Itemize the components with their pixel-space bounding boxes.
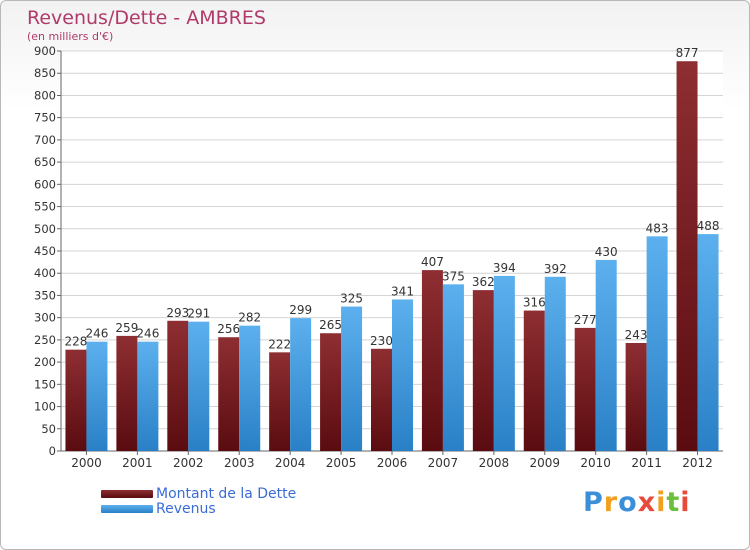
data-label-debt: 277 [574, 313, 597, 327]
legend-swatch-revenue [101, 505, 153, 513]
y-tick-label: 50 [41, 422, 56, 436]
x-tick-label: 2009 [529, 456, 560, 470]
chart-subtitle: (en milliers d'€) [27, 30, 114, 43]
x-tick-label: 2000 [71, 456, 102, 470]
x-tick-label: 2004 [275, 456, 306, 470]
data-label-revenue: 246 [136, 327, 159, 341]
bar-debt [523, 310, 545, 451]
bar-revenue [442, 284, 464, 451]
bar-debt [65, 349, 87, 451]
y-tick-label: 650 [34, 155, 56, 169]
data-label-debt: 243 [625, 328, 648, 342]
x-tick-label: 2008 [479, 456, 510, 470]
y-tick-label: 350 [34, 288, 56, 302]
bar-revenue [646, 236, 668, 451]
proxiti-logo: Proxiti [583, 487, 691, 518]
y-tick-label: 0 [49, 444, 56, 458]
data-label-debt: 228 [65, 335, 88, 349]
legend-label-revenue: Revenus [156, 501, 216, 517]
bar-debt [371, 348, 392, 451]
x-tick-label: 2003 [224, 456, 255, 470]
bar-debt [320, 333, 342, 451]
bar-debt [574, 327, 596, 451]
data-label-revenue: 394 [493, 261, 516, 275]
bar-debt [167, 320, 189, 451]
y-tick-label: 750 [34, 111, 56, 125]
y-tick-label: 250 [34, 333, 56, 347]
data-label-revenue: 488 [697, 219, 720, 233]
y-tick-label: 900 [34, 44, 56, 58]
data-label-revenue: 282 [238, 311, 261, 325]
bar-debt [676, 61, 698, 451]
bar-revenue [697, 234, 719, 451]
y-tick-label: 500 [34, 222, 56, 236]
bar-revenue [595, 259, 617, 451]
bar-revenue [493, 275, 515, 451]
y-tick-label: 700 [34, 133, 56, 147]
data-label-revenue: 246 [86, 327, 109, 341]
data-label-debt: 222 [268, 337, 291, 351]
data-label-debt: 230 [370, 334, 393, 348]
data-label-revenue: 299 [289, 303, 312, 317]
bar-debt [472, 290, 494, 451]
y-tick-label: 450 [34, 244, 56, 258]
data-label-debt: 265 [319, 318, 342, 332]
chart-title: Revenus/Dette - AMBRES [27, 7, 266, 29]
bar-revenue [392, 299, 413, 451]
bar-debt [269, 352, 291, 451]
bar-revenue [239, 325, 261, 451]
data-label-revenue: 392 [544, 262, 567, 276]
bar-revenue [188, 321, 210, 451]
bar-revenue [290, 318, 312, 451]
y-tick-label: 100 [34, 400, 56, 414]
data-label-revenue: 375 [442, 269, 465, 283]
data-label-debt: 256 [217, 322, 240, 336]
y-tick-label: 200 [34, 355, 56, 369]
bar-debt [218, 337, 240, 451]
data-label-debt: 259 [115, 321, 138, 335]
y-tick-label: 600 [34, 177, 56, 191]
y-tick-label: 550 [34, 200, 56, 214]
x-tick-label: 2005 [326, 456, 357, 470]
x-tick-label: 2006 [377, 456, 408, 470]
x-tick-label: 2010 [580, 456, 611, 470]
x-tick-label: 2007 [428, 456, 459, 470]
data-label-debt: 293 [166, 306, 189, 320]
data-label-debt: 407 [421, 255, 444, 269]
bar-revenue [544, 276, 566, 451]
bar-revenue [137, 341, 159, 451]
y-tick-label: 800 [34, 88, 56, 102]
y-tick-label: 400 [34, 266, 56, 280]
x-tick-label: 2002 [173, 456, 204, 470]
bar-revenue [86, 341, 108, 451]
x-tick-label: 2012 [682, 456, 713, 470]
legend-swatch-debt [101, 490, 153, 498]
bar-debt [625, 343, 647, 451]
bar-debt [116, 335, 138, 451]
data-label-revenue: 483 [646, 221, 669, 235]
data-label-revenue: 341 [391, 284, 414, 298]
x-tick-label: 2001 [122, 456, 153, 470]
data-label-debt: 877 [676, 46, 699, 60]
x-tick-label: 2011 [631, 456, 662, 470]
data-label-revenue: 430 [595, 245, 618, 259]
data-label-revenue: 325 [340, 292, 363, 306]
bar-revenue [341, 306, 363, 451]
y-tick-label: 300 [34, 311, 56, 325]
y-tick-label: 150 [34, 377, 56, 391]
legend-label-debt: Montant de la Dette [156, 486, 297, 502]
y-tick-label: 850 [34, 66, 56, 80]
bar-debt [421, 270, 443, 451]
data-label-debt: 362 [472, 275, 495, 289]
data-label-revenue: 291 [187, 307, 210, 321]
data-label-debt: 316 [523, 296, 546, 310]
